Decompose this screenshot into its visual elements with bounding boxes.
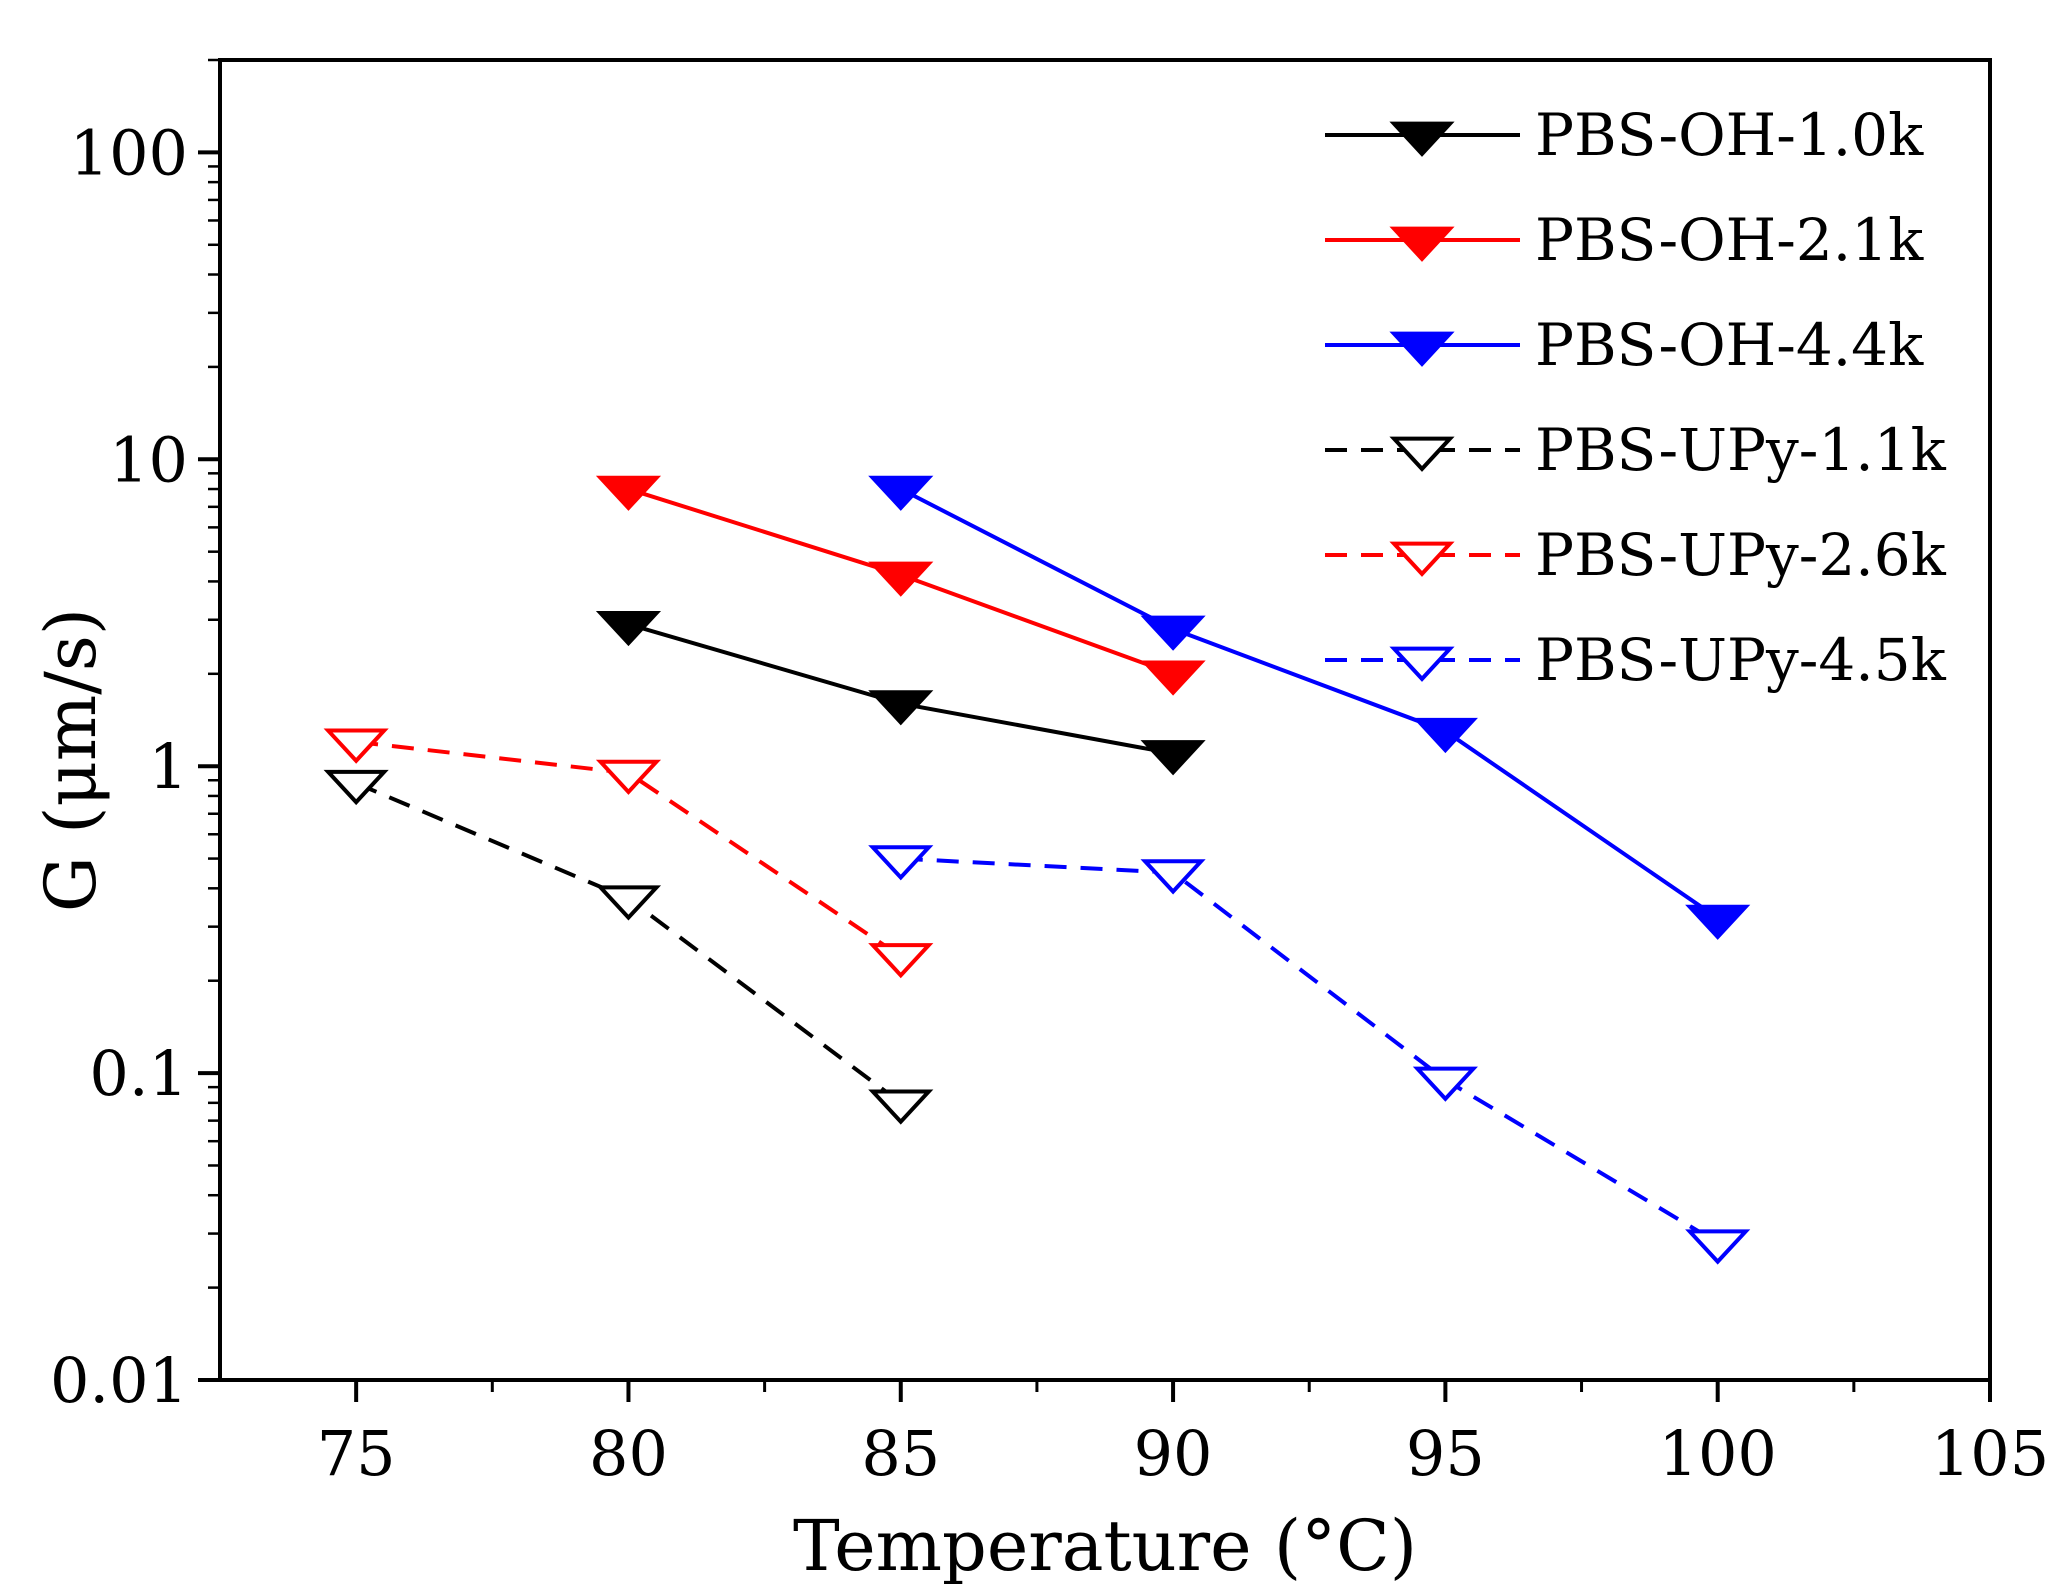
legend-entry: PBS-OH-4.4k	[1325, 311, 1924, 379]
legend-label: PBS-UPy-1.1k	[1535, 416, 1947, 484]
x-tick-label: 90	[1134, 1417, 1213, 1490]
legend-label: PBS-UPy-2.6k	[1535, 521, 1947, 589]
data-point	[595, 759, 662, 795]
legend-marker	[1389, 226, 1455, 262]
legend-marker	[1389, 541, 1455, 577]
plot-frame	[218, 58, 1992, 1382]
legend-marker	[1389, 646, 1455, 682]
x-axis-title: Temperature (°C)	[793, 1505, 1417, 1584]
series-PBS-OH-2.1k	[595, 475, 1206, 696]
legend-entry: PBS-OH-2.1k	[1325, 206, 1924, 274]
legend-marker	[1389, 436, 1455, 472]
legend-label: PBS-OH-2.1k	[1535, 206, 1924, 274]
legend-entry: PBS-OH-1.0k	[1325, 101, 1924, 169]
legend-marker	[1389, 121, 1455, 157]
x-tick-label: 105	[1931, 1417, 2049, 1490]
data-point	[1140, 859, 1206, 895]
series-layer	[323, 475, 1751, 1265]
x-tick-label: 85	[861, 1417, 940, 1490]
data-point	[1412, 717, 1478, 754]
legend-label: PBS-OH-1.0k	[1535, 101, 1924, 169]
data-point	[868, 1089, 934, 1125]
series-line	[899, 487, 1719, 920]
x-tick-label: 75	[317, 1417, 396, 1490]
data-point	[868, 943, 934, 979]
series-line	[900, 856, 1719, 1245]
data-point	[1685, 1229, 1751, 1265]
data-point	[595, 610, 662, 647]
y-tick-label: 0.01	[50, 1344, 188, 1417]
axes-layer: 75 80 85 90 95 100 105 0.01 0.1 1 10 100	[50, 58, 2049, 1490]
data-point	[1412, 1066, 1478, 1102]
legend-marker	[1389, 331, 1455, 367]
series-PBS-UPy-2.6k	[323, 728, 934, 979]
legend-label: PBS-UPy-4.5k	[1535, 626, 1947, 694]
legend-entry: PBS-UPy-2.6k	[1325, 521, 1947, 589]
data-point	[868, 845, 934, 881]
series-line	[355, 739, 902, 959]
series-PBS-OH-1.0k	[595, 610, 1206, 776]
data-point	[1140, 740, 1206, 776]
data-point	[1140, 660, 1206, 696]
data-point	[323, 728, 389, 764]
data-point	[868, 690, 934, 726]
data-point	[595, 885, 662, 921]
legend-entry: PBS-UPy-1.1k	[1325, 416, 1947, 484]
y-tick-label: 10	[109, 423, 188, 496]
y-tick-label: 1	[149, 730, 188, 803]
series-PBS-UPy-4.5k	[868, 845, 1751, 1265]
x-tick-label: 95	[1406, 1417, 1485, 1490]
y-axis-title: G (μm/s)	[30, 608, 112, 912]
legend-label: PBS-OH-4.4k	[1535, 311, 1924, 379]
data-point	[1685, 904, 1751, 940]
data-point	[868, 475, 934, 511]
y-tick-label: 100	[70, 116, 188, 189]
legend: PBS-OH-1.0k PBS-OH-2.1k PBS-OH-4.4k PBS-UPy…	[1325, 101, 1947, 694]
data-point	[868, 561, 934, 597]
data-point	[323, 769, 389, 806]
y-tick-label: 0.1	[89, 1037, 188, 1110]
x-tick-label: 80	[589, 1417, 668, 1490]
legend-entry: PBS-UPy-4.5k	[1325, 626, 1947, 694]
data-point	[1140, 615, 1206, 651]
data-point	[595, 475, 662, 511]
x-tick-label: 100	[1659, 1417, 1777, 1490]
series-PBS-UPy-1.1k	[323, 769, 934, 1125]
series-PBS-OH-4.4k	[868, 475, 1751, 940]
